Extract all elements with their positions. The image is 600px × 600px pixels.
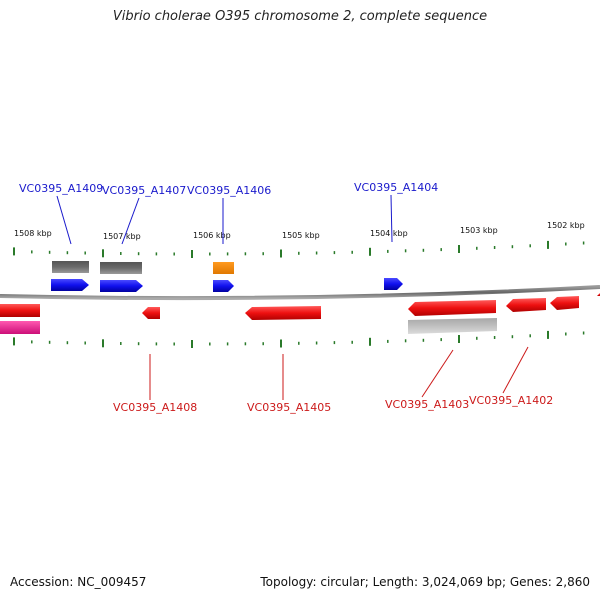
forward-strand-genes: [51, 278, 403, 292]
scale-label: 1502 kbp: [547, 221, 585, 230]
scale-label: 1504 kbp: [370, 229, 408, 238]
scale-label: 1506 kbp: [193, 231, 231, 240]
leader-lines-bottom: [149, 346, 529, 400]
gene-block[interactable]: [0, 321, 40, 334]
gene-arrow-forward[interactable]: [384, 278, 403, 290]
leader-line: [390, 194, 393, 243]
gene-label[interactable]: VC0395_A1402: [469, 394, 553, 407]
gene-block[interactable]: [100, 262, 142, 274]
scale-label: 1508 kbp: [14, 229, 52, 238]
gene-label[interactable]: VC0395_A1408: [113, 401, 197, 414]
gene-label[interactable]: VC0395_A1403: [385, 398, 469, 411]
gene-arrow-forward[interactable]: [100, 280, 143, 292]
gene-labels-bottom: VC0395_A1408 VC0395_A1405 VC0395_A1403 V…: [113, 394, 553, 414]
accession-text: Accession: NC_009457: [10, 575, 147, 589]
tick-row-bottom: [13, 330, 585, 348]
gene-label[interactable]: VC0395_A1404: [354, 181, 438, 194]
feature-track-inner: [0, 318, 497, 334]
gene-label[interactable]: VC0395_A1409: [19, 182, 103, 195]
leader-line: [121, 197, 140, 245]
gene-block[interactable]: [213, 262, 234, 274]
gene-label[interactable]: VC0395_A1407: [102, 184, 186, 197]
gene-labels-top: VC0395_A1409 VC0395_A1407 VC0395_A1406 V…: [19, 181, 438, 197]
leader-line: [421, 349, 454, 398]
gene-label[interactable]: VC0395_A1405: [247, 401, 331, 414]
leader-lines-top: [56, 194, 393, 245]
reverse-strand-genes: [0, 293, 600, 320]
scale-label: 1505 kbp: [282, 231, 320, 240]
scale-label: 1507 kbp: [103, 232, 141, 241]
map-title: Vibrio cholerae O395 chromosome 2, compl…: [112, 9, 488, 24]
leader-line: [502, 346, 529, 394]
gene-arrow-reverse[interactable]: [0, 304, 40, 317]
leader-line: [56, 195, 72, 245]
tick-row-top: [13, 240, 585, 258]
topology-text: Topology: circular; Length: 3,024,069 bp…: [260, 575, 590, 589]
gene-arrow-forward[interactable]: [213, 280, 234, 292]
gene-arrow-reverse[interactable]: [408, 300, 496, 316]
gene-arrow-reverse[interactable]: [550, 296, 579, 310]
gene-block[interactable]: [408, 318, 497, 334]
gene-arrow-reverse[interactable]: [597, 293, 600, 296]
gene-arrow-reverse[interactable]: [245, 306, 321, 320]
gene-block[interactable]: [52, 261, 89, 273]
scale-label: 1503 kbp: [460, 226, 498, 235]
chromosome-backbone: [0, 285, 600, 301]
gene-label[interactable]: VC0395_A1406: [187, 184, 271, 197]
gene-arrow-forward[interactable]: [51, 279, 89, 291]
gene-arrow-reverse[interactable]: [506, 298, 546, 312]
gene-arrow-reverse[interactable]: [142, 307, 160, 319]
feature-track-outer: [52, 261, 234, 274]
scale-labels: 1508 kbp 1507 kbp 1506 kbp 1505 kbp 1504…: [14, 221, 585, 241]
